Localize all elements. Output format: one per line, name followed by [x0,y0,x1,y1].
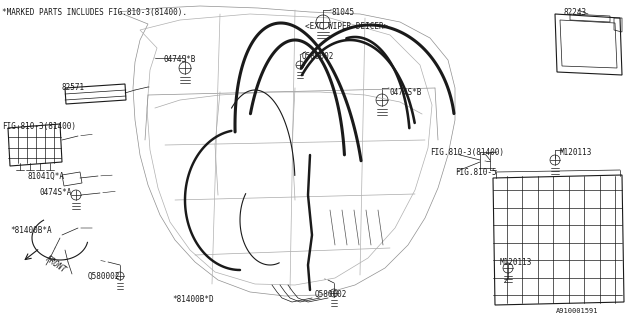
Text: Q580002: Q580002 [315,290,348,299]
Text: 81041Q*A: 81041Q*A [28,172,65,181]
Text: 82243: 82243 [564,8,587,17]
Text: Q580002: Q580002 [88,272,120,281]
Text: FIG.810-5: FIG.810-5 [455,168,497,177]
Text: FIG.810-3(81400): FIG.810-3(81400) [430,148,504,157]
Text: 81045: 81045 [332,8,355,17]
Text: 0474S*B: 0474S*B [164,55,196,64]
Text: Q580002: Q580002 [302,52,334,61]
Text: 82571: 82571 [62,83,85,92]
Text: 0474S*A: 0474S*A [40,188,72,197]
Text: *81400B*D: *81400B*D [172,295,214,304]
Text: 0474S*B: 0474S*B [390,88,422,97]
Text: <EXC.WIPER DEICER>: <EXC.WIPER DEICER> [305,22,388,31]
Text: *81400B*A: *81400B*A [10,226,52,235]
Text: *MARKED PARTS INCLUDES FIG.810-3(81400).: *MARKED PARTS INCLUDES FIG.810-3(81400). [2,8,187,17]
Text: M120113: M120113 [560,148,593,157]
Text: FIG.810-3(81400): FIG.810-3(81400) [2,122,76,131]
Text: FRONT: FRONT [44,254,68,275]
Text: M120113: M120113 [500,258,532,267]
Text: A910001591: A910001591 [556,308,598,314]
